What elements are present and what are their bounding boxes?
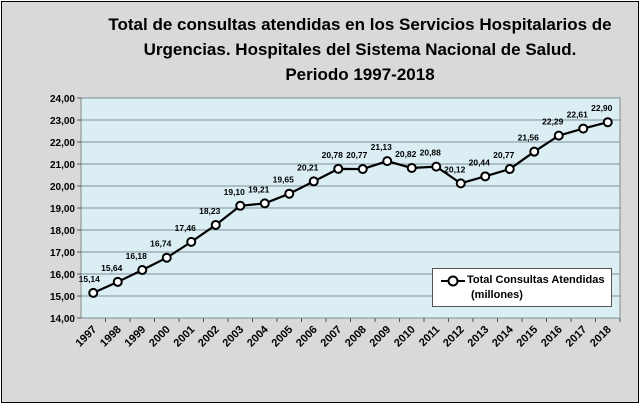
- x-tick-label: 2000: [147, 324, 173, 350]
- data-point: [480, 171, 491, 182]
- x-tick-label: 2002: [196, 324, 222, 350]
- x-tick-label: 2008: [343, 324, 369, 350]
- data-point: [602, 117, 613, 128]
- legend: Total Consultas Atendidas (millones): [432, 268, 612, 307]
- data-point: [210, 219, 221, 230]
- data-point: [529, 146, 540, 157]
- data-point: [137, 265, 148, 276]
- data-point: [161, 252, 172, 263]
- legend-label-line-1: Total Consultas Atendidas: [467, 274, 605, 286]
- data-point: [112, 276, 123, 287]
- title-line-1: Total de consultas atendidas en los Serv…: [108, 15, 612, 34]
- data-label: 21,13: [371, 142, 393, 152]
- x-tick-label: 2011: [417, 324, 442, 349]
- data-point: [382, 156, 393, 167]
- data-point: [186, 236, 197, 247]
- data-label: 19,65: [273, 175, 295, 185]
- x-tick-label: 2004: [245, 323, 271, 349]
- data-label: 16,18: [126, 251, 148, 261]
- x-tick-label: 2015: [515, 324, 541, 350]
- legend-label-line-2: (millones): [471, 289, 523, 301]
- y-tick-label: 22,00: [50, 138, 75, 149]
- data-label: 15,14: [79, 274, 101, 284]
- data-point: [578, 123, 589, 134]
- data-point: [357, 164, 368, 175]
- data-label: 18,23: [199, 206, 221, 216]
- data-label: 21,56: [518, 133, 540, 143]
- data-label: 22,29: [542, 117, 564, 127]
- x-tick-label: 2003: [221, 324, 247, 350]
- y-tick-label: 20,00: [50, 182, 75, 193]
- x-tick-label: 2016: [539, 324, 565, 350]
- y-tick-label: 14,00: [50, 314, 75, 325]
- x-tick-label: 2014: [490, 323, 516, 349]
- data-point: [406, 162, 417, 173]
- x-tick-label: 2007: [319, 324, 345, 350]
- data-point: [333, 163, 344, 174]
- data-label: 20,77: [346, 150, 368, 160]
- y-tick-label: 19,00: [50, 204, 75, 215]
- data-point: [504, 164, 515, 175]
- y-tick-label: 18,00: [50, 226, 75, 237]
- data-label: 17,46: [175, 223, 197, 233]
- x-tick-label: 1997: [74, 324, 100, 350]
- y-tick-label: 24,00: [50, 94, 75, 105]
- data-label: 16,74: [150, 239, 172, 249]
- x-tick-label: 2018: [588, 324, 614, 350]
- chart-title: Total de consultas atendidas en los Serv…: [90, 12, 630, 87]
- x-tick-label: 1998: [98, 324, 124, 350]
- x-tick-label: 2017: [564, 324, 590, 350]
- x-tick-label: 2010: [392, 324, 418, 350]
- data-label: 20,21: [297, 162, 319, 172]
- x-tick-label: 2012: [441, 324, 467, 350]
- data-point: [308, 176, 319, 187]
- data-label: 20,78: [322, 150, 344, 160]
- series-line: [92, 121, 609, 294]
- data-point: [431, 161, 442, 172]
- data-label: 20,77: [493, 150, 515, 160]
- y-tick-label: 21,00: [50, 160, 75, 171]
- data-label: 22,61: [567, 110, 589, 120]
- data-point: [259, 198, 270, 209]
- data-point: [455, 178, 466, 189]
- x-tick-label: 2005: [270, 324, 296, 350]
- title-line-3: Periodo 1997-2018: [285, 65, 435, 84]
- data-label: 20,88: [420, 148, 442, 158]
- x-tick-label: 2009: [368, 324, 394, 350]
- y-tick-label: 15,00: [50, 292, 75, 303]
- x-tick-label: 2001: [172, 324, 198, 350]
- legend-marker-icon: [441, 275, 465, 287]
- data-label: 20,44: [469, 157, 491, 167]
- data-label: 19,10: [224, 187, 246, 197]
- data-label: 15,64: [101, 263, 123, 273]
- y-tick-label: 23,00: [50, 116, 75, 127]
- data-label: 19,21: [248, 184, 270, 194]
- x-tick-label: 2013: [466, 324, 492, 350]
- y-tick-label: 16,00: [50, 270, 75, 281]
- data-label: 20,12: [444, 164, 466, 174]
- data-label: 20,82: [395, 149, 417, 159]
- x-tick-label: 2006: [294, 324, 320, 350]
- data-label: 22,90: [591, 103, 613, 113]
- title-line-2: Urgencias. Hospitales del Sistema Nacion…: [143, 40, 577, 59]
- x-tick-label: 1999: [123, 324, 149, 350]
- data-point: [553, 130, 564, 141]
- data-point: [284, 188, 295, 199]
- data-point: [88, 287, 99, 298]
- data-point: [235, 200, 246, 211]
- y-tick-label: 17,00: [50, 248, 75, 259]
